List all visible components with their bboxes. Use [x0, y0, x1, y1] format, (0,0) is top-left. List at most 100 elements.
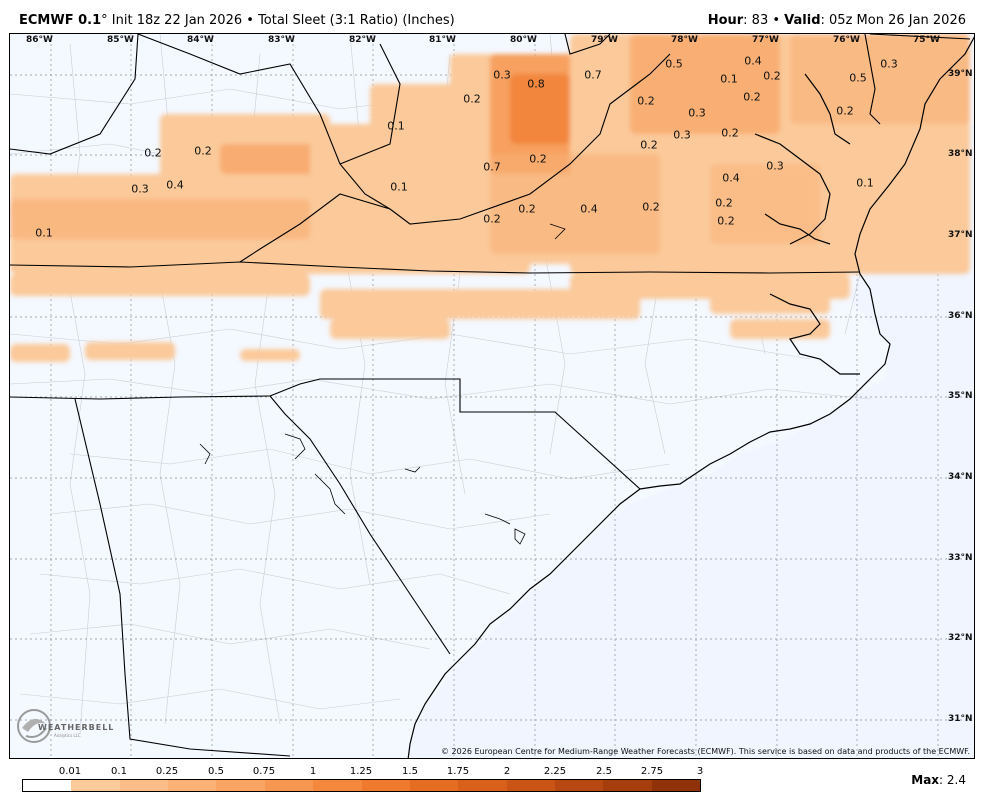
value-label: 0.5 [665, 57, 683, 71]
legend-tick: 2.5 [596, 766, 612, 777]
legend-tick: 1 [309, 766, 317, 777]
color-scale-segment [409, 780, 459, 791]
value-label: 0.3 [766, 159, 784, 173]
lon-label-84w: 84°W [187, 35, 214, 45]
init-time: Init 18z 22 Jan 2026 [107, 13, 243, 28]
lat-label-37n: 37°N [948, 230, 973, 240]
value-label: 0.2 [518, 202, 536, 216]
lon-label-76w: 76°W [833, 35, 860, 45]
map-title: ECMWF 0.1° Init 18z 22 Jan 2026 • Total … [19, 13, 455, 28]
legend-tick: 2 [503, 766, 511, 777]
model-name: ECMWF 0.1 [19, 13, 102, 28]
lat-label-32n: 32°N [948, 633, 973, 643]
value-label: 0.2 [483, 212, 501, 226]
lat-label-34n: 34°N [948, 472, 973, 482]
value-label: 0.2 [743, 90, 761, 104]
value-label: 0.4 [166, 178, 184, 192]
color-scale-segment [506, 780, 555, 791]
value-label: 0.2 [144, 146, 162, 160]
value-label: 0.1 [387, 119, 405, 133]
value-label: 0.2 [529, 152, 547, 166]
color-scale-segment [71, 780, 120, 791]
color-scale-segment [361, 780, 410, 791]
forecast-hour-valid: Hour: 83 • Valid: 05z Mon 26 Jan 2026 [707, 13, 966, 28]
value-label: 0.2 [715, 196, 733, 210]
value-label: 0.1 [856, 176, 874, 190]
color-scale-segment [313, 780, 362, 791]
value-label: 0.7 [483, 160, 501, 174]
value-label: 0.1 [35, 226, 53, 240]
sleet-shading [10, 34, 970, 362]
hour-label: Hour [707, 13, 744, 28]
legend-tick: 3 [696, 766, 704, 777]
legend-tick: 1.25 [349, 766, 373, 777]
value-label: 0.2 [642, 200, 660, 214]
value-label: 0.4 [722, 171, 740, 185]
lat-label-33n: 33°N [948, 553, 973, 563]
color-scale-segment [168, 780, 217, 791]
value-label: 0.2 [640, 138, 658, 152]
color-scale-segment [264, 780, 314, 791]
value-label: 0.2 [194, 144, 212, 158]
value-label: 0.7 [584, 68, 602, 82]
valid-value: : 05z Mon 26 Jan 2026 [820, 13, 966, 28]
product-name: Total Sleet (3:1 Ratio) (Inches) [258, 13, 455, 28]
color-scale-segment [23, 780, 72, 791]
legend-tick: 0.1 [111, 766, 127, 777]
lon-label-77w: 77°W [752, 35, 779, 45]
lon-label-75w: 75°W [913, 35, 940, 45]
logo-swirl-icon [17, 709, 51, 743]
max-value: Max: 2.4 [911, 773, 966, 787]
rivers [199, 223, 566, 545]
forecast-map: 86°W 85°W 84°W 83°W 82°W 81°W 80°W 79°W … [9, 33, 975, 759]
value-label: 0.3 [131, 182, 149, 196]
header-bar: ECMWF 0.1° Init 18z 22 Jan 2026 • Total … [0, 0, 984, 34]
value-label: 0.4 [744, 54, 762, 68]
state-borders [10, 34, 971, 757]
lat-label-36n: 36°N [948, 311, 973, 321]
value-label: 0.3 [673, 128, 691, 142]
lon-label-80w: 80°W [510, 35, 537, 45]
weatherbell-logo: WEATHERBELL Analytics LLC [14, 706, 113, 746]
value-label: 0.5 [849, 71, 867, 85]
color-scale-bar [22, 779, 701, 792]
lon-label-82w: 82°W [349, 35, 376, 45]
lat-label-31n: 31°N [948, 714, 973, 724]
value-label: 0.2 [463, 92, 481, 106]
value-label: 0.2 [637, 94, 655, 108]
value-label: 0.4 [580, 202, 598, 216]
legend-tick: 0.25 [155, 766, 179, 777]
copyright-notice: © 2026 European Centre for Medium-Range … [441, 747, 970, 756]
hour-value: : 83 [743, 13, 769, 28]
value-label: 0.2 [721, 126, 739, 140]
legend-tick: 2.75 [640, 766, 664, 777]
lon-label-79w: 79°W [591, 35, 618, 45]
legend-tick: 0.5 [208, 766, 224, 777]
legend-tick: 0.01 [58, 766, 82, 777]
lon-label-83w: 83°W [268, 35, 295, 45]
color-scale-segment [119, 780, 169, 791]
color-scale-segment [216, 780, 265, 791]
lon-label-81w: 81°W [429, 35, 456, 45]
value-label: 0.8 [527, 77, 545, 91]
color-scale-segment [651, 780, 701, 791]
value-label: 0.1 [720, 72, 738, 86]
degree-symbol: ° [101, 13, 108, 28]
color-scale-segment [603, 780, 652, 791]
color-scale-segment [458, 780, 507, 791]
coastline [407, 36, 974, 758]
value-label: 0.3 [493, 68, 511, 82]
legend-tick: 1.5 [402, 766, 418, 777]
map-graphic [10, 34, 974, 758]
value-label: 0.2 [763, 69, 781, 83]
lon-label-78w: 78°W [671, 35, 698, 45]
atlantic-ocean [405, 124, 974, 758]
lat-label-39n: 39°N [948, 69, 973, 79]
valid-label: Valid [784, 13, 821, 28]
value-label: 0.2 [836, 104, 854, 118]
lat-label-35n: 35°N [948, 391, 973, 401]
lat-label-38n: 38°N [948, 149, 973, 159]
value-label: 0.3 [688, 106, 706, 120]
color-scale-segment [554, 780, 604, 791]
value-label: 0.2 [717, 214, 735, 228]
